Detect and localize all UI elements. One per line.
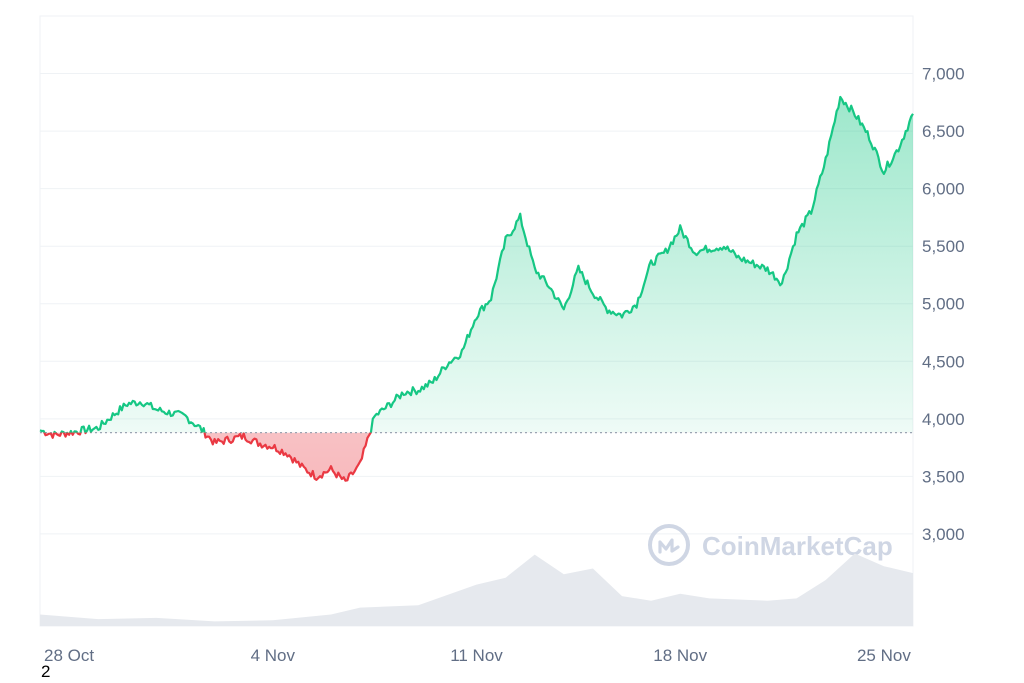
- y-tick-label: 5,000: [922, 295, 965, 314]
- footnote: 2: [41, 662, 51, 681]
- price-series: [39, 95, 914, 482]
- x-axis: 28 Oct 4 Nov 11 Nov 18 Nov 25 Nov: [44, 646, 911, 665]
- y-axis: 7,000 6,500 6,000 5,500 5,000 4,500 4,000 3,500…: [922, 65, 965, 544]
- volume-series: [40, 553, 913, 626]
- y-tick-label: 6,000: [922, 180, 965, 199]
- price-areas: [40, 97, 913, 481]
- volume-area: [40, 553, 913, 626]
- x-tick-label: 28 Oct: [44, 646, 94, 665]
- y-tick-label: 3,500: [922, 467, 965, 486]
- x-tick-label: 18 Nov: [653, 646, 707, 665]
- coinmarketcap-logo-icon: [648, 524, 690, 566]
- y-tick-label: 7,000: [922, 65, 965, 84]
- price-area-up: [40, 97, 913, 433]
- y-tick-label: 6,500: [922, 122, 965, 141]
- y-tick-label: 4,500: [922, 352, 965, 371]
- x-tick-label: 11 Nov: [450, 646, 503, 665]
- x-tick-label: 25 Nov: [857, 646, 911, 665]
- y-tick-label: 4,000: [922, 410, 965, 429]
- price-line-up: [39, 95, 914, 433]
- watermark: CoinMarketCap: [648, 524, 893, 566]
- y-tick-label: 5,500: [922, 237, 965, 256]
- y-tick-label: 3,000: [922, 525, 965, 544]
- watermark-text: CoinMarketCap: [702, 531, 893, 561]
- x-tick-label: 4 Nov: [251, 646, 296, 665]
